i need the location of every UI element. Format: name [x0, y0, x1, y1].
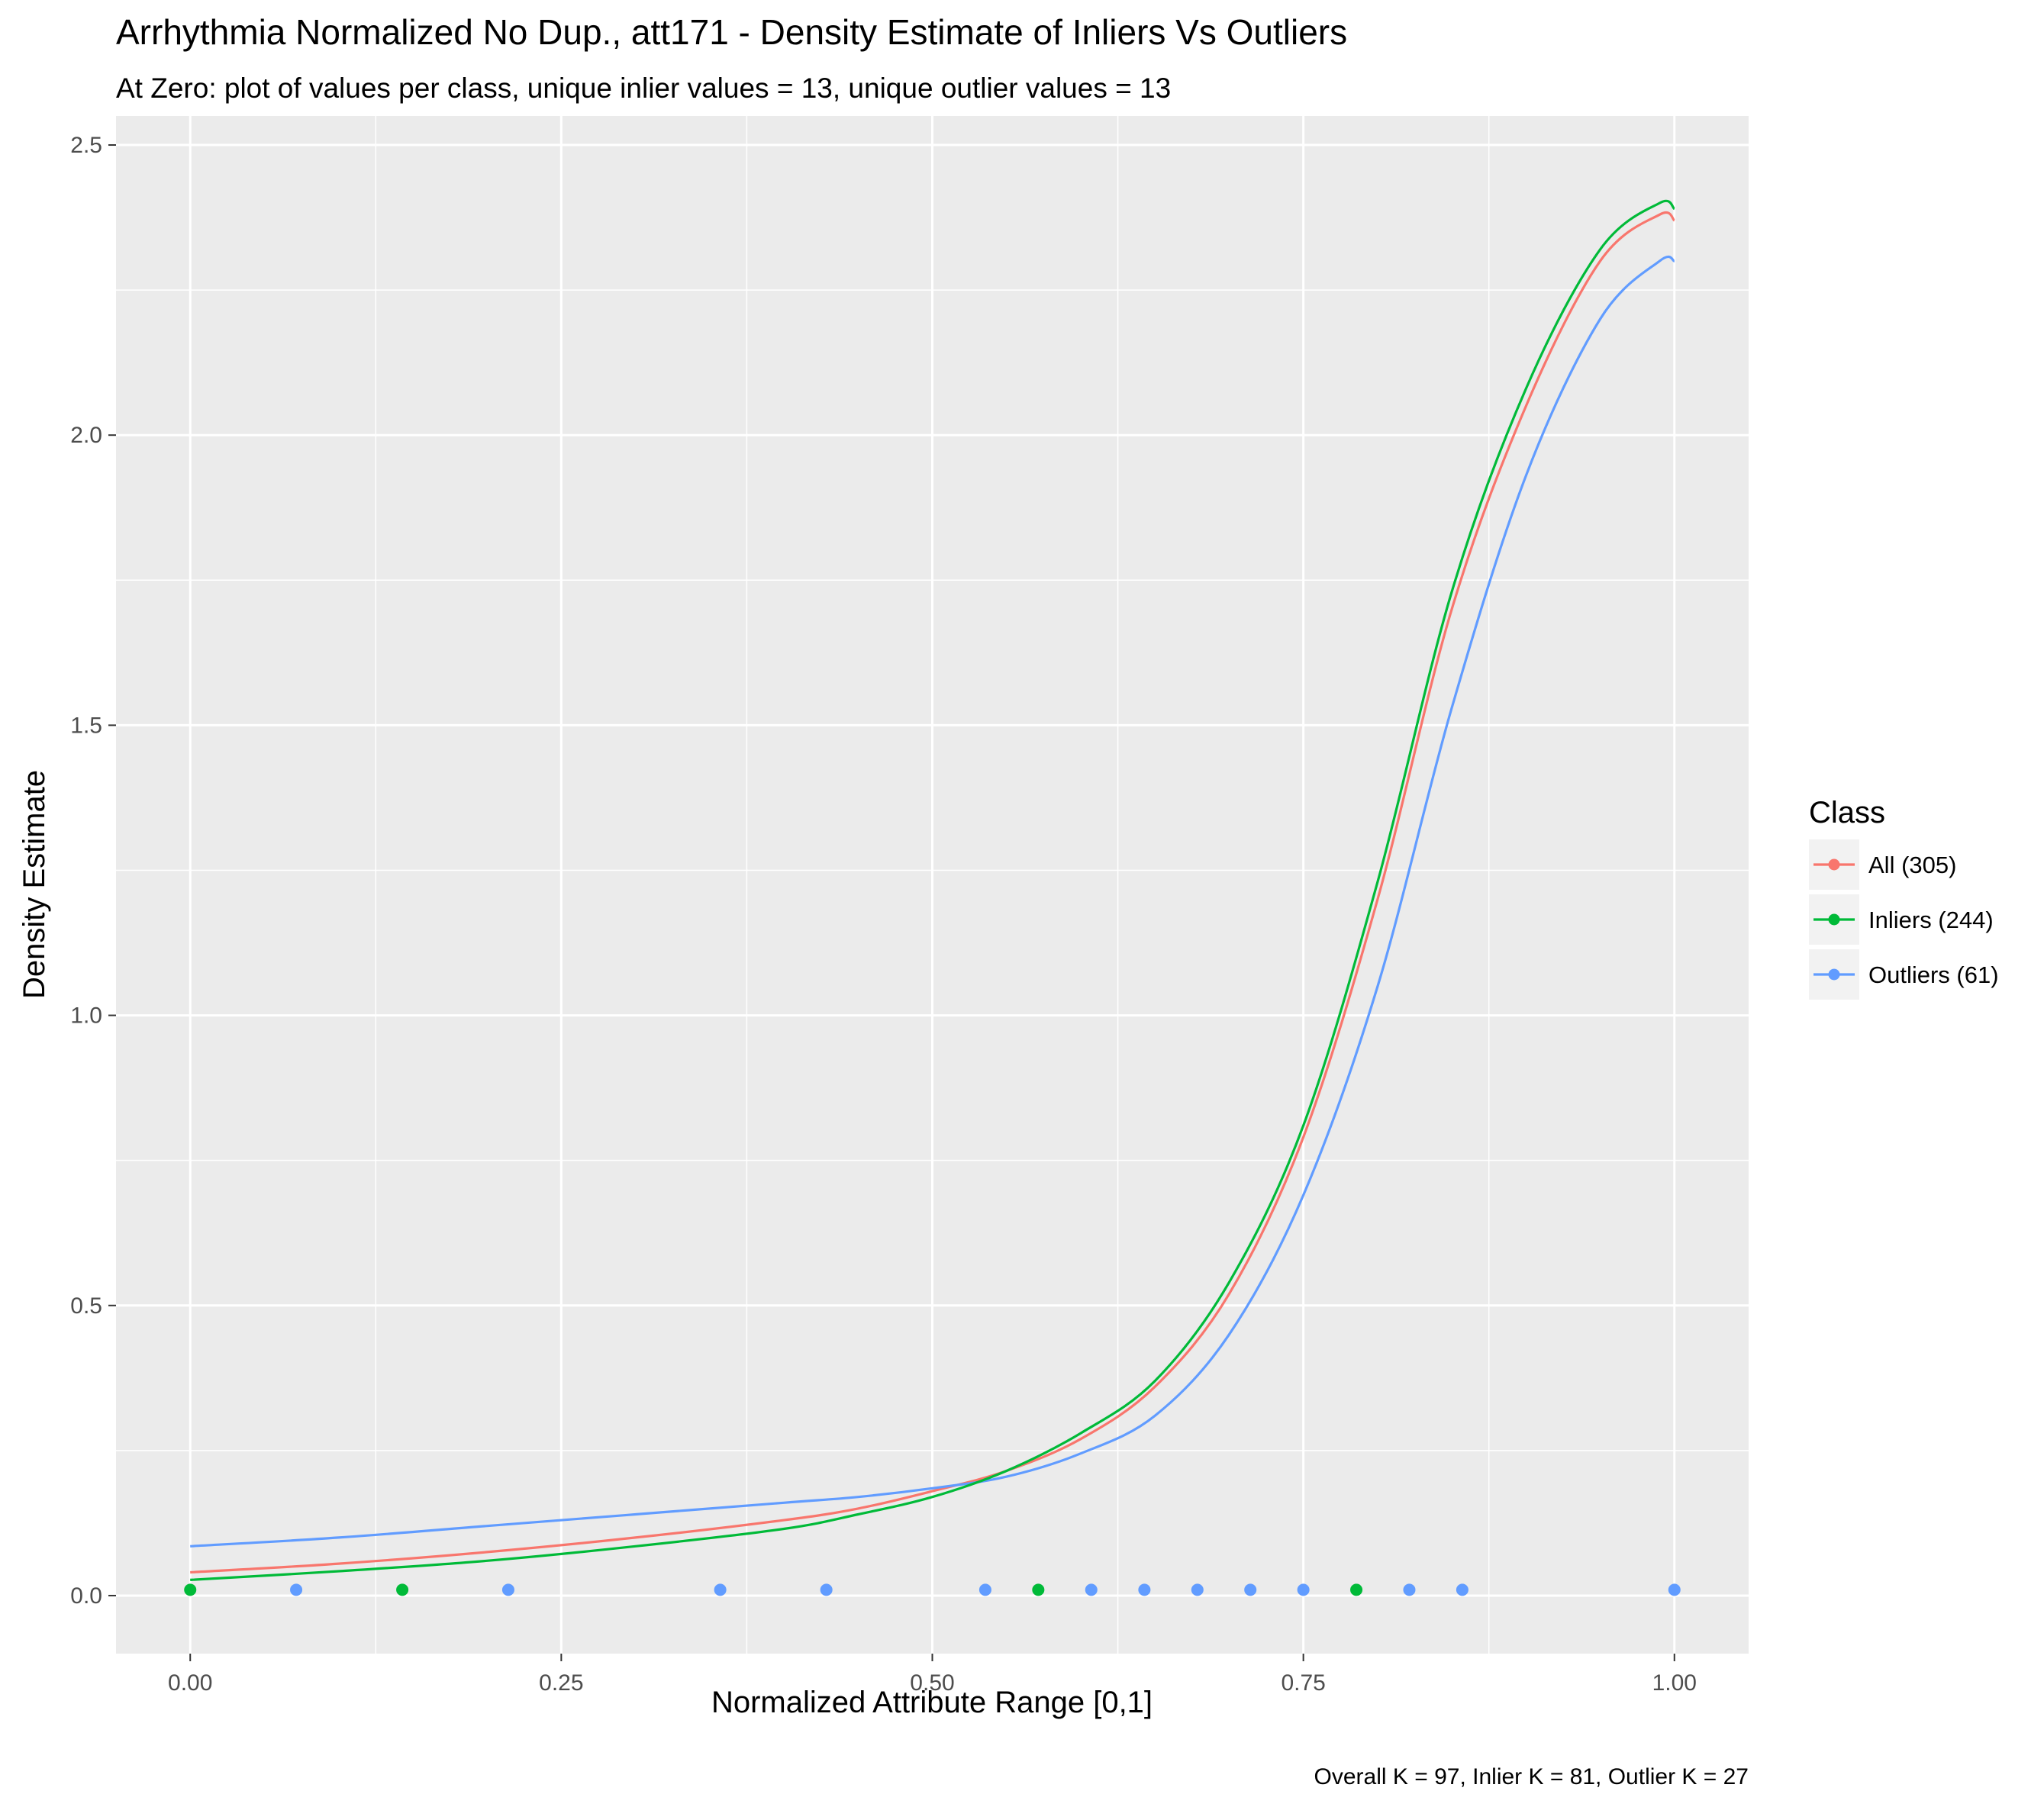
x-tick-label: 0.50 [910, 1670, 954, 1696]
axes: 0.00 0.25 0.50 0.75 1.00 0.0 0.5 1.0 1.5 2.0 2.5 [70, 133, 1697, 1696]
x-tick-label: 1.00 [1652, 1670, 1697, 1696]
y-axis-title: Density Estimate [18, 770, 51, 999]
value-point [1138, 1583, 1151, 1596]
legend-label: Outliers (61) [1868, 961, 1999, 988]
y-tick-label: 1.5 [70, 713, 102, 738]
density-line-all [190, 211, 1675, 1574]
value-point [1244, 1583, 1257, 1596]
legend-key [1809, 839, 1859, 890]
legend: Class All (305) Inliers (244) Outliers (61… [1809, 796, 1999, 1000]
value-point [184, 1583, 197, 1596]
legend-label: Inliers (244) [1868, 907, 1994, 933]
density-line-outliers [190, 255, 1675, 1548]
value-point [714, 1583, 727, 1596]
y-tick-label: 2.0 [70, 423, 102, 448]
y-tick-label: 0.5 [70, 1293, 102, 1319]
chart-caption: Overall K = 97, Inlier K = 81, Outlier K… [1314, 1764, 1749, 1789]
legend-key-point [1828, 858, 1840, 871]
value-point [396, 1583, 409, 1596]
y-tick-label: 2.5 [70, 133, 102, 158]
legend-label: All (305) [1868, 852, 1956, 878]
density-line-inliers [190, 199, 1675, 1581]
major-grid [116, 116, 1749, 1654]
value-point [978, 1583, 991, 1596]
value-point [1085, 1583, 1098, 1596]
legend-key-point [1828, 968, 1840, 981]
x-tick-label: 0.75 [1281, 1670, 1325, 1696]
y-tick-label: 0.0 [70, 1583, 102, 1609]
value-points [184, 1583, 1681, 1596]
value-point [1032, 1583, 1045, 1596]
value-point [1668, 1583, 1681, 1596]
legend-title: Class [1809, 796, 1885, 829]
x-tick-label: 0.25 [539, 1670, 583, 1696]
y-tick-label: 1.0 [70, 1003, 102, 1029]
x-axis-title: Normalized Attribute Range [0,1] [711, 1686, 1153, 1719]
chart-title: Arrhythmia Normalized No Dup., att171 - … [116, 12, 1347, 52]
value-point [1456, 1583, 1469, 1596]
value-point [820, 1583, 833, 1596]
density-lines [190, 199, 1675, 1581]
value-point [290, 1583, 303, 1596]
value-point [1403, 1583, 1416, 1596]
value-point [1350, 1583, 1363, 1596]
legend-key-point [1828, 913, 1840, 926]
value-point [1191, 1583, 1204, 1596]
value-point [501, 1583, 514, 1596]
legend-key [1809, 894, 1859, 945]
value-point [1297, 1583, 1310, 1596]
x-tick-label: 0.00 [168, 1670, 212, 1696]
legend-key [1809, 949, 1859, 1000]
chart-subtitle: At Zero: plot of values per class, uniqu… [116, 72, 1171, 104]
